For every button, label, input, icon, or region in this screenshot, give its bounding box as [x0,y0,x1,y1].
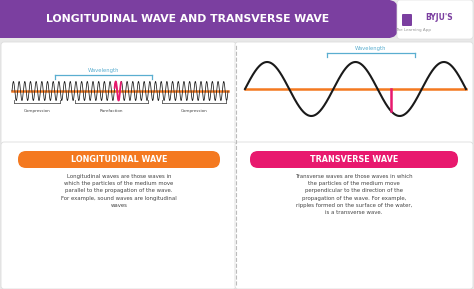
FancyBboxPatch shape [250,151,458,168]
Text: LONGITUDINAL WAVE: LONGITUDINAL WAVE [71,155,167,164]
Text: Wavelength: Wavelength [88,68,119,73]
FancyBboxPatch shape [235,142,473,289]
FancyBboxPatch shape [370,0,398,38]
Text: Wavelength: Wavelength [355,46,387,51]
FancyBboxPatch shape [397,0,473,39]
FancyBboxPatch shape [402,14,412,26]
Text: The Learning App: The Learning App [395,28,431,32]
FancyBboxPatch shape [18,151,220,168]
FancyBboxPatch shape [1,42,236,145]
Text: TRANSVERSE WAVE: TRANSVERSE WAVE [310,155,398,164]
Text: Longitudinal waves are those waves in
which the particles of the medium move
par: Longitudinal waves are those waves in wh… [61,174,177,208]
Text: Rarefaction: Rarefaction [100,109,123,113]
FancyBboxPatch shape [0,0,390,38]
Text: LONGITUDINAL WAVE AND TRANSVERSE WAVE: LONGITUDINAL WAVE AND TRANSVERSE WAVE [46,14,329,24]
FancyBboxPatch shape [1,142,236,289]
Text: Compression: Compression [181,109,207,113]
Text: Compression: Compression [24,109,50,113]
FancyBboxPatch shape [235,42,473,145]
Text: Transverse waves are those waves in which
the particles of the medium move
perpe: Transverse waves are those waves in whic… [295,174,413,215]
Text: BYJU'S: BYJU'S [425,12,453,21]
